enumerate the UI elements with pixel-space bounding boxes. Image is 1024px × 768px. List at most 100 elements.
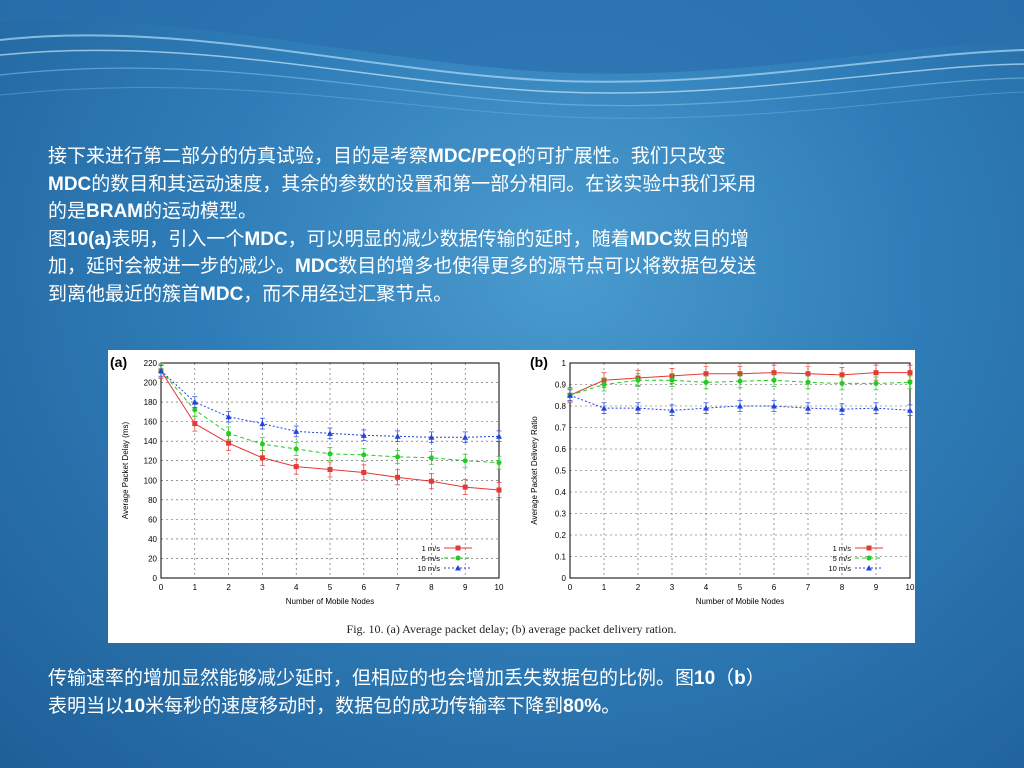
chart0-xtick-label: 4 [294,583,299,592]
chart0-legend-label: 5 m/s [422,554,441,563]
chart1-legend-label: 10 m/s [828,564,851,573]
chart0-xtick-label: 6 [362,583,367,592]
chart1-legend-marker [866,565,872,571]
chart1-point [839,372,845,378]
chart0-ytick-label: 200 [144,379,158,388]
chart1-frame [569,362,911,579]
chart1-legend-label: 1 m/s [833,544,852,553]
chart0-point [496,487,502,493]
chart1-point [873,380,879,386]
chart0-point [327,467,333,473]
chart0-point [428,455,434,461]
para1-line: MDC的数目和其运动速度，其余的参数的设置和第一部分相同。在该实验中我们采用 [48,172,757,195]
chart1-ytick-label: 1 [562,359,567,368]
chart0-point [226,430,232,436]
chart1-xtick-label: 1 [602,583,607,592]
chart1-point [873,370,879,376]
para1-line: 到离他最近的簇首MDC，而不用经过汇聚节点。 [48,282,453,305]
chart0-legend-marker [455,565,461,571]
chart0-ytick-label: 60 [148,515,157,524]
chart0-xtick-label: 9 [463,583,468,592]
figure-10: (a) 0 1 2 3 4 5 6 7 8 9 10 0 20 40 60 80 100 120 140 160 180 2… [108,350,915,643]
chart0-legend-label: 1 m/s [422,544,441,553]
chart0-point [293,464,299,470]
chart1-point [669,377,675,383]
chart0-xtick-label: 0 [159,583,164,592]
chart1-point [669,407,675,413]
chart1-point [737,378,743,384]
chart1-point [771,370,777,376]
chart0-point [496,433,502,439]
chart0-xtick-label: 5 [328,583,333,592]
chart1-ytick-label: 0.6 [555,445,567,454]
para1-line: 图10(a)表明，引入一个MDC，可以明显的减少数据传输的延时，随着MDC数目的… [48,227,749,250]
chart1-xtick-label: 6 [772,583,777,592]
chart1-point [805,379,811,385]
chart1-ytick-label: 0 [562,574,567,583]
chart0-point [259,420,266,427]
chart1-point [839,380,845,386]
chart0-point [395,474,401,480]
chart0-ytick-label: 140 [144,437,158,446]
chart1-ytick-label: 0.7 [555,424,567,433]
chart1-point [567,392,573,398]
chart0-point [158,367,164,374]
chart0-xtick-label: 2 [226,583,231,592]
chart0-point [192,421,198,427]
chart1-point [635,377,641,383]
chart0-point [462,458,468,464]
chart1-legend-marker [866,545,872,551]
chart0-xtick-label: 3 [260,583,265,592]
chart0-xtick-label: 1 [193,583,198,592]
para1-line: 加，延时会被进一步的减少。MDC数目的增多也使得更多的源节点可以将数据包发送 [48,255,757,277]
chart0-ytick-label: 120 [144,457,158,466]
chart0-panel-label: (a) [110,354,127,370]
chart0-ytick-label: 40 [148,535,157,544]
para1-line: 接下来进行第二部分的仿真试验，目的是考察MDC/PEQ的可扩展性。我们只改变 [48,145,726,167]
chart1-point [907,370,913,376]
para1-line: 的是BRAM的运动模型。 [48,200,258,222]
chart1-point [873,405,879,411]
chart1-ytick-label: 0.8 [555,402,567,411]
chart0-point [361,469,367,475]
chart0-point [428,434,435,440]
chart0-legend-label: 10 m/s [417,564,440,573]
chart0-ytick-label: 100 [144,476,158,485]
chart0-point [462,484,468,490]
chart0-ytick-label: 160 [144,418,158,427]
chart1-ylabel: Average Packet Delivery Ratio [530,416,539,525]
chart1-point [635,405,641,411]
chart1-point [703,371,709,377]
chart0-ytick-label: 220 [144,359,158,368]
chart1-ytick-label: 0.2 [555,531,567,540]
chart1-ytick-label: 0.4 [555,488,567,497]
chart0-point [395,454,401,460]
chart0-point [293,446,299,452]
chart0-xlabel: Number of Mobile Nodes [286,597,374,606]
chart0-point [192,407,198,413]
chart1-point [771,403,777,409]
para2-line: 传输速率的增加显然能够减少延时，但相应的也会增加丢失数据包的比例。图10（b） [48,667,765,689]
chart1-point [907,379,913,385]
chart0-point [360,432,367,438]
chart1-legend-label: 5 m/s [833,554,852,563]
chart1-xtick-label: 0 [568,583,573,592]
chart1-point [737,371,743,377]
chart1-ytick-label: 0.5 [555,467,567,476]
figure-charts: (a)0 1 2 3 4 5 6 7 8 9 100204060801001201401601802… [110,354,915,606]
conclusion-paragraph: 传输速率的增加显然能够减少延时，但相应的也会增加丢失数据包的比例。图10（b） 表… [48,665,988,720]
chart1-xtick-label: 7 [806,583,811,592]
chart1-ytick-label: 0.3 [555,510,567,519]
intro-paragraph: 接下来进行第二部分的仿真试验，目的是考察MDC/PEQ的可扩展性。我们只改变 MD… [48,143,988,308]
chart1-point [839,406,845,412]
chart0-legend-marker [455,545,461,551]
chart1-xtick-label: 8 [840,583,845,592]
chart1-xtick-label: 5 [738,583,743,592]
chart1-xlabel: Number of Mobile Nodes [696,597,784,606]
chart1-point [703,379,709,385]
chart1-legend-marker [866,555,872,561]
chart1-panel-label: (b) [530,354,548,370]
chart1-point [771,377,777,383]
chart0-point [361,452,367,458]
chart1-point [805,405,811,411]
